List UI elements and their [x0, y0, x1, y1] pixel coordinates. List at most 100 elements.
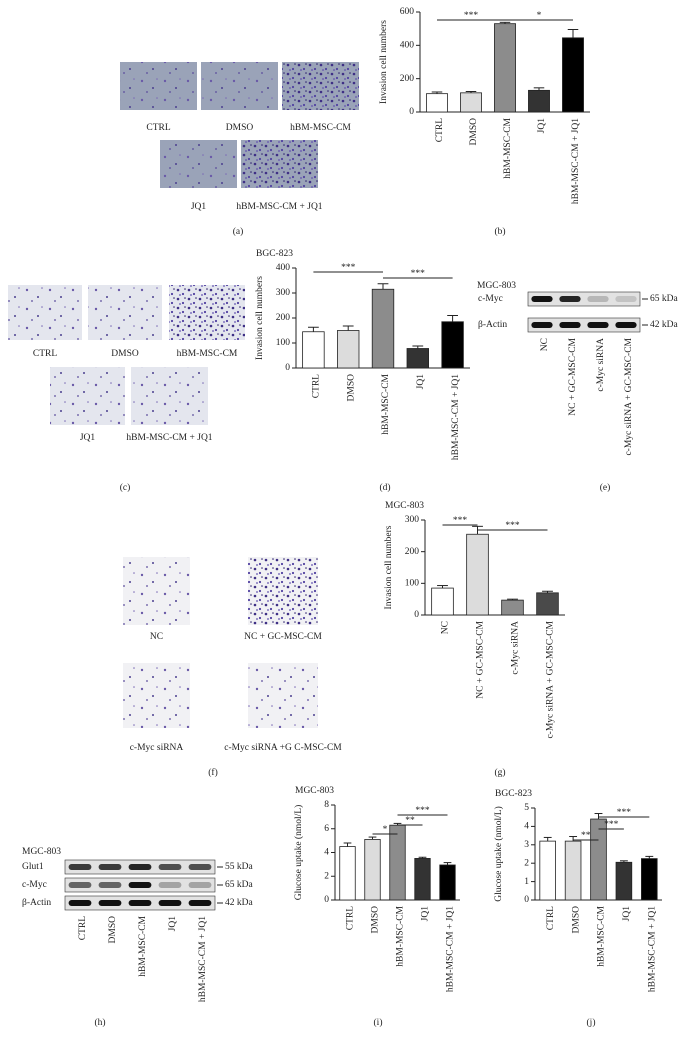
panel-label: (d): [379, 482, 390, 493]
lane-label: JQ1: [168, 916, 178, 932]
micrograph-cells: [248, 557, 318, 625]
x-tick-label: hBM-MSC-CM: [396, 905, 406, 966]
lane-label: hBM-MSC-CM: [138, 915, 148, 976]
blot-band: [531, 322, 553, 328]
image-caption: NC: [150, 632, 163, 642]
blot-size-label: 55 kDa: [225, 862, 253, 872]
image-caption: CTRL: [146, 123, 170, 133]
x-tick-label: DMSO: [346, 374, 356, 402]
x-tick-label: NC: [441, 621, 451, 634]
micrograph-cells: [201, 62, 278, 110]
y-tick-label: 8: [324, 800, 329, 810]
lane-label: hBM-MSC-CM + JQ1: [198, 916, 208, 1002]
x-tick-label: JQ1: [416, 374, 426, 390]
y-axis-label: Glucose uptake (nmol/L): [493, 806, 504, 902]
blot-band: [559, 296, 581, 302]
blot-strip: [527, 317, 641, 333]
micrograph-cells: [50, 367, 125, 425]
blot-size-label: 42 kDa: [650, 320, 678, 330]
panel-label: (i): [374, 1017, 383, 1028]
y-tick-label: 200: [400, 74, 415, 84]
x-tick-label: hBM-MSC-CM: [597, 905, 607, 966]
y-tick-label: 400: [400, 41, 415, 51]
bar: [389, 824, 406, 901]
y-tick-label: 3: [524, 840, 529, 850]
bar: [528, 89, 550, 113]
image-caption: hBM-MSC-CM + JQ1: [236, 202, 322, 212]
chart-title: MGC-803: [385, 501, 424, 511]
y-axis-label: Glucose uptake (nmol/L): [293, 805, 304, 901]
micrograph-cells: [160, 140, 237, 188]
image-caption: DMSO: [111, 349, 139, 359]
x-tick-label: CTRL: [312, 374, 322, 398]
bar: [371, 288, 395, 369]
y-axis-label: Invasion cell numbers: [379, 20, 389, 104]
blot-row-label: β-Actin: [22, 898, 51, 908]
blot-band: [128, 882, 152, 888]
blot-band: [68, 882, 92, 888]
x-tick-label: CTRL: [546, 906, 556, 930]
y-tick-label: 100: [405, 579, 420, 589]
x-tick-label: hBM-MSC-CM: [503, 117, 513, 178]
y-tick-label: 200: [276, 313, 291, 323]
significance-label: *: [383, 825, 388, 835]
blot-title: MGC-803: [22, 847, 61, 857]
y-axis-label: Invasion cell numbers: [255, 276, 265, 360]
micrograph-cells: [282, 62, 359, 110]
lane-label: c-Myc siRNA: [596, 338, 606, 392]
image-caption: hBM-MSC-CM + JQ1: [126, 433, 212, 443]
y-tick-label: 4: [324, 848, 329, 858]
panel-label: (f): [208, 767, 218, 778]
x-tick-label: CTRL: [346, 906, 356, 930]
significance-label: ***: [411, 269, 426, 279]
significance-label: **: [405, 816, 415, 826]
y-tick-label: 0: [524, 895, 529, 905]
panel-label: (j): [587, 1017, 596, 1028]
significance-label: *: [537, 11, 542, 21]
blot-row-label: β-Actin: [478, 320, 507, 330]
micrograph-cells: [88, 285, 162, 340]
y-tick-label: 100: [276, 338, 291, 348]
bar: [590, 818, 607, 901]
x-tick-label: DMSO: [469, 118, 479, 146]
blot-band: [98, 882, 122, 888]
x-tick-label: hBM-MSC-CM: [381, 373, 391, 434]
chart-title: BGC-823: [256, 249, 293, 259]
image-caption: DMSO: [226, 123, 254, 133]
image-caption: JQ1: [80, 433, 96, 443]
blot-band: [188, 864, 212, 870]
image-caption: c-Myc siRNA: [130, 743, 184, 753]
significance-label: ***: [415, 806, 430, 816]
lane-label: c-Myc siRNA + GC-MSC-CM: [624, 337, 634, 455]
blot-size-label: 42 kDa: [225, 898, 253, 908]
x-tick-label: c-Myc siRNA: [511, 621, 521, 675]
x-tick-label: JQ1: [537, 118, 547, 134]
y-tick-label: 600: [400, 7, 415, 17]
panel-label: (a): [233, 226, 244, 237]
bar: [414, 858, 431, 901]
blot-band: [128, 900, 152, 906]
panel-label: (g): [494, 767, 505, 778]
y-tick-label: 0: [285, 363, 290, 373]
blot-row-label: Glut1: [22, 862, 44, 872]
blot-band: [128, 864, 152, 870]
bar: [406, 348, 429, 369]
blot-band: [158, 882, 182, 888]
blot-band: [587, 322, 609, 328]
y-tick-label: 5: [524, 803, 529, 813]
bar: [501, 599, 524, 616]
micrograph-cells: [123, 557, 190, 625]
micrograph-cells: [131, 367, 208, 425]
x-tick-label: c-Myc siRNA + GC-MSC-CM: [546, 620, 556, 738]
blot-band: [98, 900, 122, 906]
x-tick-label: CTRL: [435, 118, 445, 142]
micrograph-cells: [8, 285, 82, 340]
panel-label: (h): [94, 1017, 105, 1028]
micrograph-cells: [120, 62, 197, 110]
image-caption: CTRL: [33, 349, 57, 359]
blot-row-label: c-Myc: [478, 294, 503, 304]
lane-label: DMSO: [108, 916, 118, 944]
significance-label: **: [581, 831, 591, 841]
lane-label: NC: [540, 338, 550, 351]
